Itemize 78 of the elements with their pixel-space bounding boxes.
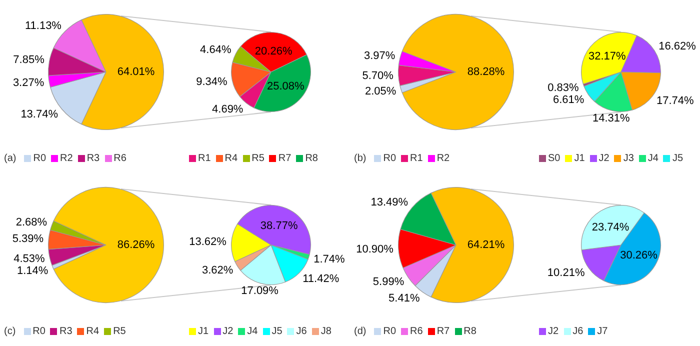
- legend-label: R2: [60, 152, 73, 164]
- text: (c): [4, 326, 16, 336]
- data-label: 2.05%: [364, 86, 396, 98]
- data-label: 10.21%: [547, 266, 585, 279]
- data-label: 88.28%: [467, 66, 505, 78]
- data-label: 13.62%: [189, 236, 227, 248]
- legend-label: R0: [383, 326, 396, 336]
- data-label: 86.26%: [117, 239, 155, 252]
- legend-label: J7: [597, 326, 608, 336]
- data-label: 1.74%: [314, 253, 346, 266]
- legend-label: R5: [252, 152, 264, 164]
- data-label: 3.62%: [202, 264, 234, 277]
- legend-label: R8: [305, 152, 318, 164]
- legend-label: J3: [623, 152, 634, 164]
- legend-label: J1: [574, 152, 585, 164]
- data-label: 10.90%: [356, 243, 394, 256]
- data-label: 0.83%: [548, 82, 580, 94]
- data-label: 9.34%: [196, 76, 228, 88]
- legend-label: J6: [572, 326, 584, 336]
- text: (b): [354, 152, 366, 164]
- legend-label: R8: [464, 326, 476, 336]
- legend-label: J2: [598, 152, 610, 164]
- data-label: 5.99%: [372, 276, 404, 288]
- data-label: 13.74%: [20, 108, 58, 120]
- data-label: 30.26%: [620, 250, 658, 262]
- data-label: 20.26%: [254, 46, 292, 58]
- data-label: 3.27%: [12, 76, 44, 89]
- data-label: 64.21%: [467, 239, 505, 252]
- legend-label: R0: [32, 326, 46, 336]
- legend-label: R0: [33, 152, 46, 164]
- legend-label: J4: [247, 326, 258, 336]
- legend-label: J2: [222, 326, 234, 336]
- data-label: 17.09%: [241, 285, 279, 298]
- data-label: 2.68%: [16, 216, 48, 229]
- data-label: 23.74%: [592, 221, 630, 234]
- legend-label: J5: [672, 152, 684, 164]
- data-label: 5.39%: [12, 232, 44, 245]
- data-label: 5.70%: [362, 70, 394, 82]
- legend-label: R4: [224, 152, 238, 164]
- legend-label: R3: [59, 326, 72, 336]
- data-label: 64.01%: [117, 66, 155, 78]
- legend-label: J1: [198, 326, 209, 336]
- legend-label: R1: [410, 152, 423, 164]
- data-label: 14.31%: [592, 112, 630, 125]
- legend-label: R2: [436, 152, 450, 164]
- legend-label: R5: [113, 326, 126, 336]
- data-label: 11.13%: [24, 20, 62, 32]
- data-label: 7.85%: [13, 54, 45, 66]
- legend-label: R6: [114, 152, 126, 164]
- legend-label: S0: [548, 152, 560, 164]
- legend-label: R6: [410, 326, 423, 336]
- legend-label: R3: [86, 152, 100, 164]
- data-label: 17.74%: [656, 95, 694, 108]
- legend-label: R4: [86, 326, 100, 336]
- legend-label: R1: [198, 152, 211, 164]
- data-label: 4.53%: [14, 253, 45, 266]
- data-label: 6.61%: [552, 94, 584, 106]
- data-label: 38.77%: [260, 220, 298, 232]
- legend-label: J5: [272, 326, 282, 336]
- legend-label: J4: [648, 152, 658, 164]
- data-label: 1.14%: [16, 265, 48, 278]
- data-label: 11.42%: [302, 272, 340, 285]
- text: (d): [354, 326, 366, 336]
- data-label: 3.97%: [364, 50, 396, 62]
- data-label: 4.64%: [200, 44, 232, 56]
- data-label: 32.17%: [588, 50, 626, 63]
- data-label: 16.62%: [658, 40, 696, 52]
- text: (a): [4, 152, 16, 164]
- data-label: 13.49%: [370, 196, 408, 209]
- legend-label: R7: [436, 326, 450, 336]
- legend-label: J6: [296, 326, 307, 336]
- legend-label: J8: [320, 326, 332, 336]
- legend-label: J2: [548, 326, 559, 336]
- legend-label: R7: [278, 152, 292, 164]
- data-label: 5.41%: [388, 292, 420, 305]
- data-label: 25.08%: [267, 80, 305, 93]
- data-label: 4.69%: [212, 103, 244, 116]
- legend-label: R0: [383, 152, 396, 164]
